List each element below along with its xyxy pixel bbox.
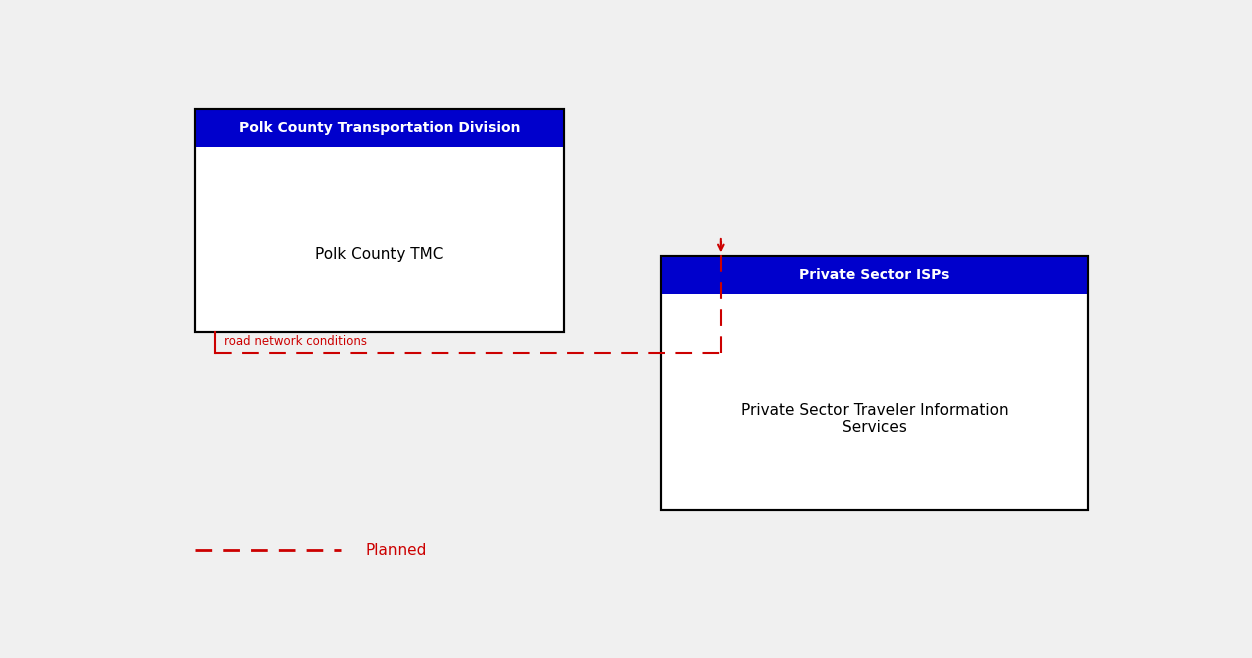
Bar: [195, 109, 563, 332]
Text: Polk County Transportation Division: Polk County Transportation Division: [239, 121, 521, 136]
Text: road network conditions: road network conditions: [224, 336, 367, 349]
Bar: [195, 109, 563, 147]
Text: Polk County TMC: Polk County TMC: [316, 247, 444, 262]
Bar: [661, 257, 1088, 509]
Bar: [195, 109, 563, 332]
Text: Planned: Planned: [366, 543, 427, 557]
Bar: [661, 257, 1088, 509]
Text: Private Sector ISPs: Private Sector ISPs: [799, 268, 950, 282]
Text: Private Sector Traveler Information
Services: Private Sector Traveler Information Serv…: [741, 403, 1008, 436]
Bar: [661, 257, 1088, 294]
